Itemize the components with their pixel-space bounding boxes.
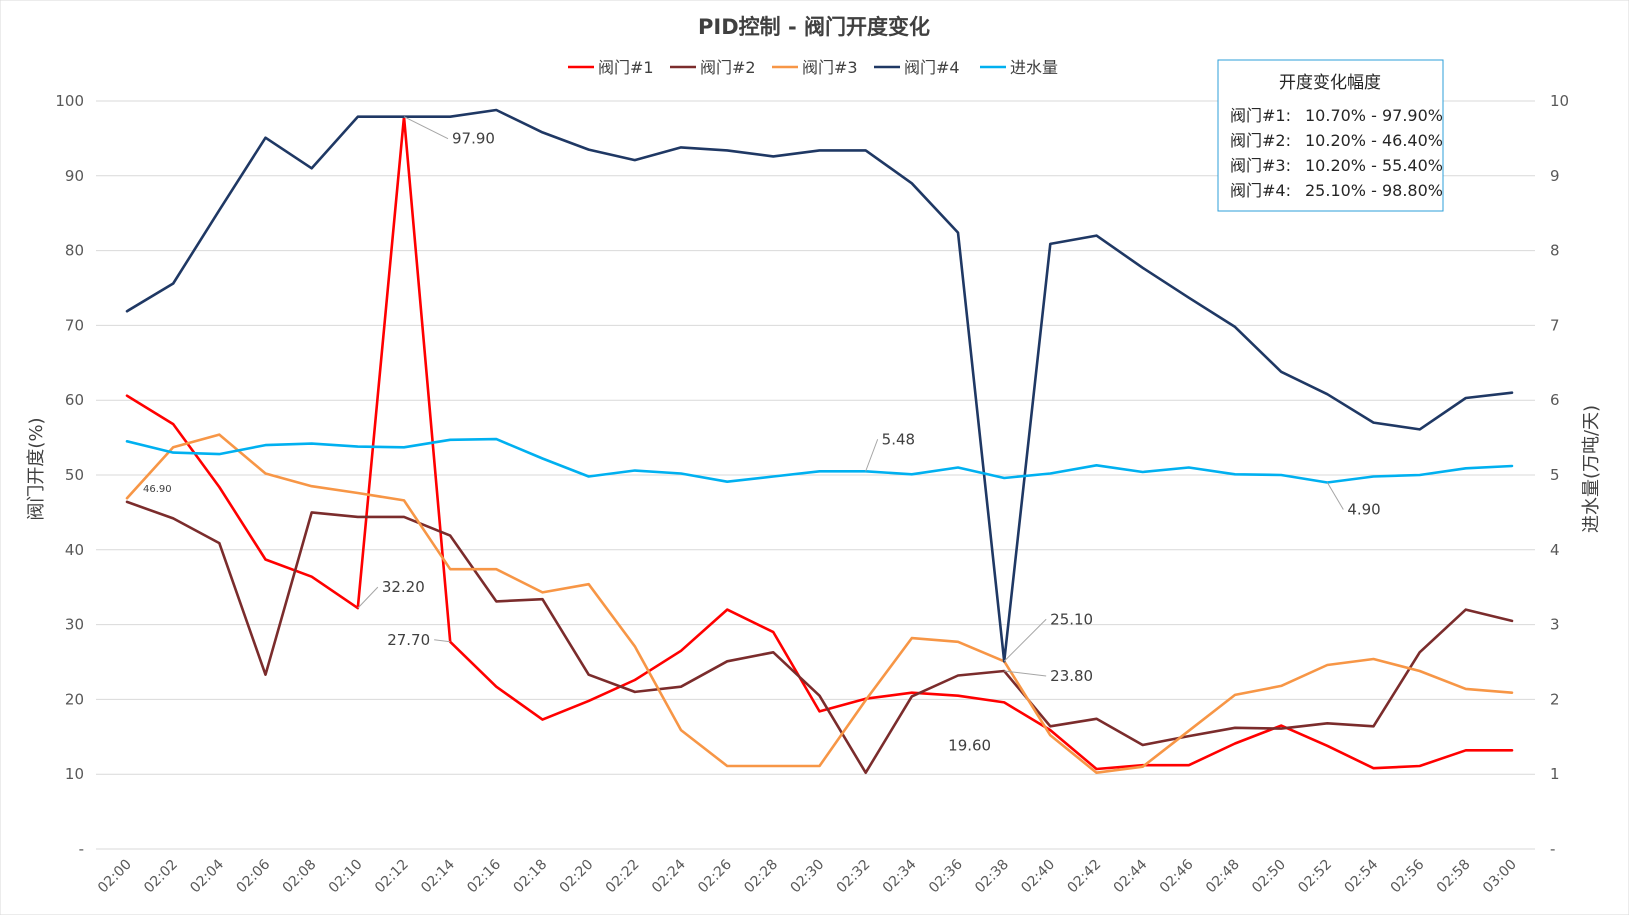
left-axis-tick-label: 70: [65, 316, 84, 334]
data-label-leader: [434, 639, 451, 643]
data-label-leader: [357, 586, 379, 609]
legend-label: 阀门#2: [700, 58, 756, 77]
data-label: 5.48: [882, 430, 915, 448]
data-label: 23.80: [1050, 667, 1093, 685]
right-axis-tick-label: 8: [1550, 242, 1560, 260]
annotation-row-label: 阀门#1:: [1230, 106, 1291, 125]
legend: 阀门#1 阀门#2 阀门#3 阀门#4 进水量: [568, 58, 1058, 77]
right-axis-tick-label: -: [1550, 840, 1555, 858]
right-axis-tick-label: 10: [1550, 92, 1569, 110]
annotation-row-range: 10.20% - 46.40%: [1305, 131, 1443, 150]
data-label-leader: [865, 439, 879, 472]
series-line-4: [125, 108, 1514, 663]
data-label: 4.90: [1347, 500, 1380, 518]
annotation-row-range: 25.10% - 98.80%: [1305, 181, 1443, 200]
data-label-leader: [1326, 482, 1344, 510]
right-axis-tick-label: 5: [1550, 466, 1560, 484]
data-label: 97.90: [452, 130, 495, 148]
left-axis-tick-label: 20: [65, 690, 84, 708]
annotation-row-range: 10.70% - 97.90%: [1305, 106, 1443, 125]
chart-title: PID控制 - 阀门开度变化: [698, 15, 930, 39]
legend-label: 阀门#1: [598, 58, 654, 77]
annotation-box-title: 开度变化幅度: [1279, 73, 1381, 93]
annotation-box: 开度变化幅度 阀门#1: 10.70% - 97.90% 阀门#2: 10.20…: [1217, 59, 1444, 212]
data-label: 46.90: [143, 484, 172, 495]
right-axis-tick-label: 4: [1550, 541, 1560, 559]
annotation-row-label: 阀门#3:: [1230, 156, 1291, 175]
right-axis-title: 进水量(万吨/天): [1581, 405, 1602, 533]
left-axis-tick-label: 100: [55, 92, 84, 110]
left-axis-tick-label: 30: [65, 616, 84, 634]
left-axis-tick-label: 10: [65, 765, 84, 783]
annotation-box-frame: [1217, 59, 1444, 212]
right-axis-ticks: - 1 2 3 4 5 6 7 8 9 10: [1550, 92, 1569, 858]
left-axis-tick-label: 50: [65, 466, 84, 484]
right-axis-tick-label: 2: [1550, 690, 1560, 708]
right-axis-tick-label: 9: [1550, 167, 1560, 185]
left-axis-tick-label: 90: [65, 167, 84, 185]
data-label-leader: [1004, 670, 1047, 677]
left-axis-tick-label: -: [79, 840, 84, 858]
left-axis-tick-label: 80: [65, 242, 84, 260]
left-axis-ticks: - 10 20 30 40 50 60 70 80 90 100: [55, 92, 84, 858]
left-axis-tick-label: 60: [65, 391, 84, 409]
data-label: 32.20: [382, 578, 425, 596]
data-label-leader: [403, 116, 449, 140]
series-line-5: [125, 437, 1514, 484]
left-axis-tick-label: 40: [65, 541, 84, 559]
legend-label: 阀门#3: [802, 58, 858, 77]
series-line-2: [125, 500, 1514, 775]
right-axis-tick-label: 6: [1550, 391, 1560, 409]
data-labels: 97.90 32.20 27.70 19.60 23.80 46.90 25.10 5.48 4…: [143, 116, 1381, 754]
data-label: 25.10: [1050, 610, 1093, 628]
annotation-row-range: 10.20% - 55.40%: [1305, 156, 1443, 175]
annotation-row-label: 阀门#4:: [1230, 181, 1291, 200]
data-label: 19.60: [948, 736, 991, 754]
annotation-row-label: 阀门#2:: [1230, 131, 1291, 150]
left-axis-title: 阀门开度(%): [26, 417, 47, 520]
right-axis-tick-label: 1: [1550, 765, 1560, 783]
right-axis-tick-label: 3: [1550, 616, 1560, 634]
right-axis-tick-label: 7: [1550, 316, 1560, 334]
series-line-3: [125, 433, 1514, 775]
legend-label: 阀门#4: [904, 58, 960, 77]
legend-label: 进水量: [1010, 58, 1058, 77]
data-label: 27.70: [387, 631, 430, 649]
data-label-leader: [1003, 618, 1047, 662]
